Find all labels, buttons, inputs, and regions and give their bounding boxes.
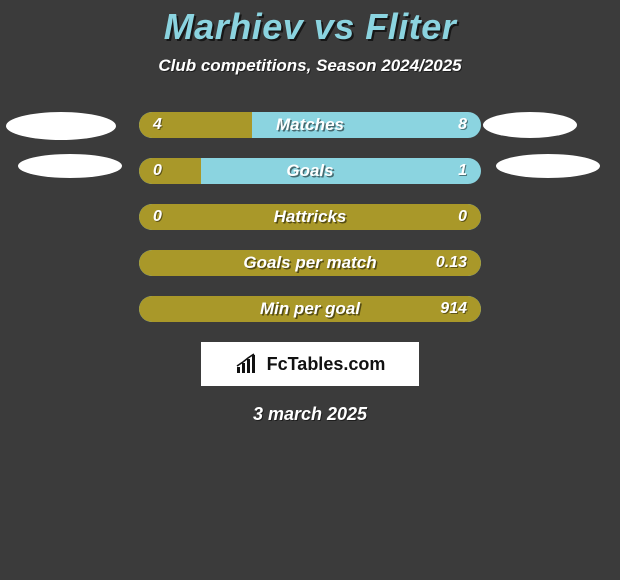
bar-right-value: 1 xyxy=(458,158,467,184)
bar-right-value: 0 xyxy=(458,204,467,230)
team-left-logo-placeholder-1 xyxy=(6,112,116,140)
bar-goals-per-match: Goals per match 0.13 xyxy=(139,250,481,276)
team-right-logo-placeholder-1 xyxy=(483,112,577,138)
bar-label: Hattricks xyxy=(139,204,481,230)
bar-label: Matches xyxy=(139,112,481,138)
brand-text: FcTables.com xyxy=(267,354,386,375)
footer-date: 3 march 2025 xyxy=(0,404,620,425)
bar-chart-icon xyxy=(235,353,261,375)
comparison-bars: 4 Matches 8 0 Goals 1 0 Hattricks 0 Goal… xyxy=(139,112,481,322)
bar-right-value: 0.13 xyxy=(436,250,467,276)
bar-right-value: 8 xyxy=(458,112,467,138)
bar-label: Min per goal xyxy=(139,296,481,322)
bar-goals: 0 Goals 1 xyxy=(139,158,481,184)
bar-right-value: 914 xyxy=(440,296,467,322)
bar-hattricks: 0 Hattricks 0 xyxy=(139,204,481,230)
chart-stage: 4 Matches 8 0 Goals 1 0 Hattricks 0 Goal… xyxy=(0,112,620,322)
bar-min-per-goal: Min per goal 914 xyxy=(139,296,481,322)
page-title: Marhiev vs Fliter xyxy=(0,6,620,48)
comparison-infographic: Marhiev vs Fliter Club competitions, Sea… xyxy=(0,0,620,425)
team-left-logo-placeholder-2 xyxy=(18,154,122,178)
bar-label: Goals xyxy=(139,158,481,184)
team-right-logo-placeholder-2 xyxy=(496,154,600,178)
brand-banner: FcTables.com xyxy=(201,342,419,386)
bar-matches: 4 Matches 8 xyxy=(139,112,481,138)
bar-label: Goals per match xyxy=(139,250,481,276)
page-subtitle: Club competitions, Season 2024/2025 xyxy=(0,56,620,76)
